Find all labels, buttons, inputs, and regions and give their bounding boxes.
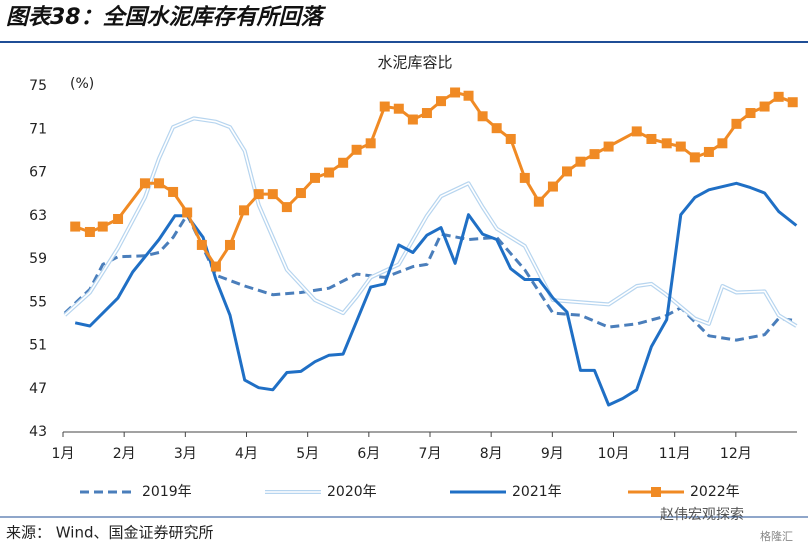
marker bbox=[210, 261, 221, 272]
y-tick-label: 71 bbox=[29, 121, 47, 137]
y-tick-label: 55 bbox=[29, 294, 47, 310]
marker bbox=[675, 141, 686, 152]
marker bbox=[70, 221, 81, 232]
x-tick-label: 7月 bbox=[419, 446, 442, 462]
series-line bbox=[63, 213, 797, 342]
marker bbox=[603, 141, 614, 152]
marker bbox=[239, 205, 250, 216]
marker bbox=[731, 118, 742, 129]
source: 来源： Wind、国金证券研究所 bbox=[6, 524, 213, 542]
marker bbox=[787, 97, 798, 108]
marker bbox=[717, 138, 728, 149]
marker bbox=[477, 111, 488, 122]
marker bbox=[267, 189, 278, 200]
x-tick-label: 12月 bbox=[720, 446, 752, 462]
y-tick-label: 67 bbox=[29, 165, 47, 181]
marker bbox=[519, 172, 530, 183]
marker bbox=[407, 114, 418, 125]
x-tick-label: 10月 bbox=[598, 446, 630, 462]
marker bbox=[575, 156, 586, 167]
series-line-inner bbox=[64, 117, 797, 327]
marker bbox=[703, 146, 714, 157]
marker bbox=[253, 189, 264, 200]
marker bbox=[196, 239, 207, 250]
series-line bbox=[74, 181, 798, 407]
watermark: 赵伟宏观探索 bbox=[660, 506, 744, 523]
marker bbox=[491, 123, 502, 134]
y-tick-label: 47 bbox=[29, 381, 47, 397]
marker bbox=[533, 196, 544, 207]
marker bbox=[547, 181, 558, 192]
x-tick-label: 11月 bbox=[659, 446, 691, 462]
marker bbox=[113, 213, 124, 224]
marker bbox=[281, 202, 292, 213]
legend-label: 2021年 bbox=[512, 484, 562, 500]
marker bbox=[646, 133, 657, 144]
marker bbox=[745, 108, 756, 119]
x-tick-label: 1月 bbox=[52, 446, 75, 462]
marker bbox=[393, 103, 404, 114]
series-line bbox=[74, 91, 794, 269]
y-tick-label: 75 bbox=[29, 78, 47, 94]
marker bbox=[324, 167, 335, 178]
marker bbox=[689, 152, 700, 163]
marker bbox=[661, 138, 672, 149]
marker bbox=[338, 157, 349, 168]
legend-label: 2019年 bbox=[142, 484, 192, 500]
y-unit: (%) bbox=[70, 76, 94, 92]
legend-label: 2020年 bbox=[327, 484, 377, 500]
chart-title: 水泥库容比 bbox=[377, 54, 452, 72]
marker bbox=[84, 226, 95, 237]
marker bbox=[589, 149, 600, 160]
x-tick-label: 6月 bbox=[357, 446, 380, 462]
marker bbox=[450, 87, 461, 98]
marker bbox=[139, 178, 150, 189]
y-tick-label: 43 bbox=[29, 424, 47, 440]
marker bbox=[224, 239, 235, 250]
marker bbox=[463, 90, 474, 101]
marker bbox=[154, 178, 165, 189]
y-tick-label: 63 bbox=[29, 208, 47, 224]
marker bbox=[773, 91, 784, 102]
marker bbox=[505, 133, 516, 144]
x-tick-label: 8月 bbox=[480, 446, 503, 462]
marker bbox=[310, 172, 321, 183]
marker bbox=[351, 144, 362, 155]
x-tick-label: 9月 bbox=[541, 446, 564, 462]
figure-title: 图表38：全国水泥库存有所回落 bbox=[6, 4, 327, 30]
marker bbox=[562, 166, 573, 177]
marker bbox=[421, 108, 432, 119]
x-tick-label: 4月 bbox=[235, 446, 258, 462]
marker bbox=[168, 186, 179, 197]
marker bbox=[379, 101, 390, 112]
marker bbox=[365, 138, 376, 149]
marker bbox=[182, 207, 193, 218]
legend-marker bbox=[651, 487, 661, 497]
y-tick-label: 59 bbox=[29, 251, 47, 267]
marker bbox=[436, 96, 447, 107]
x-tick-label: 5月 bbox=[296, 446, 319, 462]
marker bbox=[631, 126, 642, 137]
watermark-badge: 格隆汇 bbox=[760, 529, 793, 543]
marker bbox=[759, 101, 770, 112]
marker bbox=[97, 221, 108, 232]
marker bbox=[295, 188, 306, 199]
x-tick-label: 3月 bbox=[174, 446, 197, 462]
y-tick-label: 51 bbox=[29, 338, 47, 354]
legend-label: 2022年 bbox=[690, 484, 740, 500]
x-tick-label: 2月 bbox=[113, 446, 136, 462]
